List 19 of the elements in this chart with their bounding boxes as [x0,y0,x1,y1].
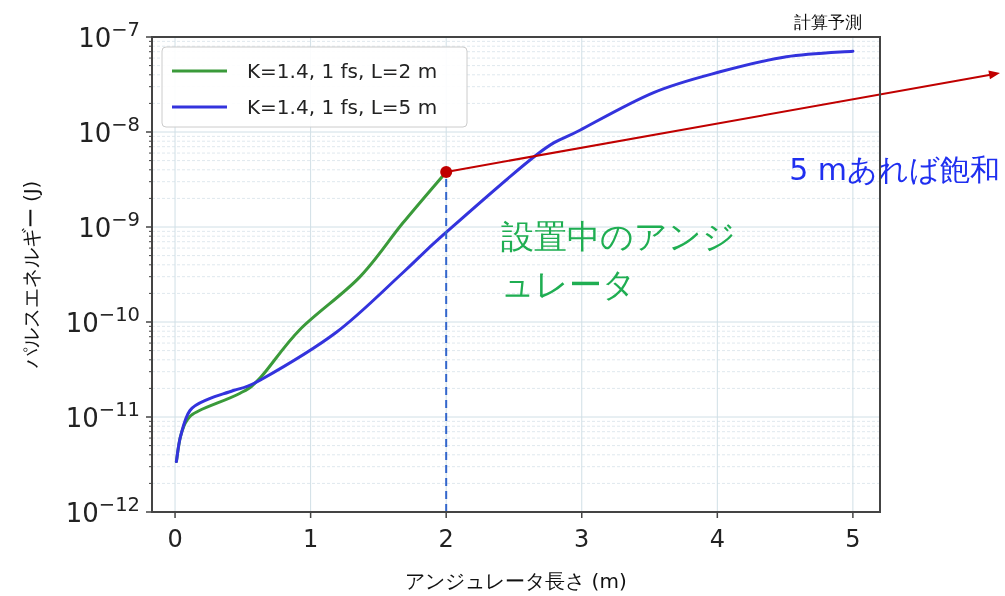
legend-label: K=1.4, 1 fs, L=5 m [247,95,438,119]
y-tick-label: 10$^{−10}$ [65,302,140,338]
y-tick-label: 10$^{−12}$ [65,492,140,528]
x-tick-label: 2 [438,525,454,553]
x-tick-label: 0 [167,525,183,553]
y-tick-label: 10$^{−9}$ [78,207,140,243]
x-tick-label: 4 [709,525,725,553]
y-axis-title: パルスエネルギー (J) [19,180,43,370]
x-tick-label: 5 [845,525,861,553]
chart-title: 計算予測 [794,12,862,32]
y-tick-label: 10$^{−8}$ [78,112,140,148]
x-tick-label: 3 [574,525,590,553]
x-tick-label: 1 [302,525,319,553]
y-tick-label: 10$^{−7}$ [78,17,140,53]
ref-line-label: 設置中のアンジュレータ [501,217,737,304]
legend-label: K=1.4, 1 fs, L=2 m [247,59,438,83]
annotation: 5 mあれば飽和 [789,152,1000,187]
x-axis-title: アンジュレータ長さ (m) [405,569,627,593]
y-tick-label: 10$^{−11}$ [65,397,140,433]
